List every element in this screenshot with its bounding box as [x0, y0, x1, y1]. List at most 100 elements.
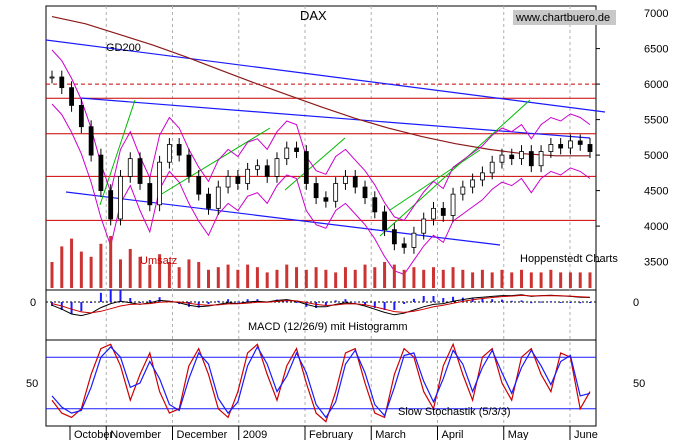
volume-bar	[539, 272, 543, 288]
macd-histogram-bar	[217, 300, 220, 302]
candle-body	[137, 158, 143, 184]
volume-bar	[451, 267, 455, 288]
candle-body	[440, 207, 446, 216]
macd-histogram-bar	[549, 301, 552, 303]
volume-bar	[520, 269, 524, 288]
month-tick-label: November	[110, 429, 161, 440]
macd-histogram-bar	[442, 298, 445, 302]
candle-body	[411, 232, 417, 248]
candle-body	[59, 76, 65, 89]
volume-bar	[304, 269, 308, 288]
candle-body	[519, 151, 524, 160]
candle-body	[225, 175, 231, 188]
lower-band-line	[51, 103, 591, 276]
candle-body	[333, 183, 339, 202]
macd-histogram-bar	[324, 302, 327, 306]
macd-histogram-bar	[589, 302, 591, 303]
macd-histogram-bar	[227, 299, 230, 302]
candle-body	[284, 147, 290, 160]
candle-body	[431, 207, 436, 220]
vertical-gridlines	[105, 6, 571, 426]
macd-histogram-bar	[500, 299, 503, 302]
volume-bar	[70, 238, 74, 288]
candle-body	[274, 158, 280, 177]
green-trend-segment	[389, 149, 481, 211]
volume-bar	[549, 269, 553, 288]
credit-label: Hoppenstedt Charts	[520, 253, 618, 265]
macd-histogram-bar	[579, 302, 582, 304]
volume-bar	[226, 264, 230, 288]
candle-body	[127, 158, 133, 177]
macd-histogram-bar	[481, 298, 484, 302]
month-tick-label: May	[508, 429, 529, 440]
candle-body	[558, 144, 564, 149]
macd-label: MACD (12/26/9) mit Histogramm	[248, 321, 408, 333]
candle-body	[343, 175, 348, 184]
candle-body	[421, 218, 427, 234]
stochastic-layer	[46, 342, 596, 423]
volume-bar	[441, 269, 445, 288]
candle-body	[206, 193, 211, 209]
macd-histogram-bar	[90, 302, 93, 303]
candle-body	[401, 243, 407, 248]
candle-body	[118, 175, 123, 220]
source-label: www.chartbuero.de	[515, 12, 610, 24]
macd-histogram-bar	[393, 302, 396, 310]
month-tick-label: October	[74, 429, 113, 440]
candle-body	[548, 144, 554, 152]
volume-bar	[148, 264, 152, 288]
candle-body	[303, 151, 309, 184]
volume-bar	[285, 264, 289, 288]
macd-histogram-bar	[256, 299, 259, 302]
macd-histogram-bar	[129, 298, 132, 302]
volume-bar	[588, 272, 592, 288]
macd-histogram-bar	[344, 299, 347, 302]
candle-body	[509, 154, 515, 160]
volume-bar	[197, 262, 201, 288]
volume-bar	[79, 251, 83, 288]
macd-panel-frame	[45, 289, 597, 341]
candle-body	[147, 183, 153, 206]
macd-layer	[46, 289, 596, 317]
volume-bar	[568, 272, 572, 288]
month-tick-label: December	[177, 429, 228, 440]
volume-bar	[246, 264, 250, 288]
volume-bar	[50, 262, 54, 288]
candle-body	[470, 179, 476, 188]
macd-histogram-bar	[334, 300, 337, 302]
macd-histogram-bar	[139, 302, 142, 303]
volume-bar	[500, 269, 504, 288]
macd-histogram-bar	[373, 302, 376, 308]
candle-body	[450, 193, 456, 216]
macd-histogram-bar	[315, 302, 318, 308]
macd-histogram-bar	[569, 302, 572, 303]
volume-bar	[529, 272, 533, 288]
candle-body	[568, 140, 573, 149]
macd-histogram-bar	[236, 301, 239, 303]
candle-body	[235, 175, 241, 184]
price-layer	[45, 16, 606, 276]
volume-bar	[187, 259, 191, 288]
macd-histogram-bar	[109, 289, 112, 302]
macd-signal-line	[51, 294, 591, 314]
volume-bar	[255, 267, 259, 288]
candle-body	[98, 154, 104, 192]
macd-histogram-bar	[491, 299, 494, 302]
price-tick-label: 6500	[644, 44, 668, 56]
volume-bar	[510, 272, 514, 288]
stochastic-tick-label-right: 50	[633, 378, 645, 390]
volume-bar	[167, 262, 171, 288]
candle-body	[538, 151, 544, 167]
volume-bar	[402, 269, 406, 288]
macd-histogram-bar	[422, 296, 425, 302]
macd-histogram-bar	[432, 296, 435, 302]
macd-histogram-bar	[80, 302, 83, 312]
month-tick-label: 2009	[243, 429, 267, 440]
volume-bar	[363, 264, 367, 288]
stochastic-label: Slow Stochastik (5/3/3)	[398, 406, 511, 418]
volume-bar	[490, 272, 494, 288]
price-tick-label: 6000	[644, 79, 668, 91]
candle-body	[245, 168, 251, 184]
